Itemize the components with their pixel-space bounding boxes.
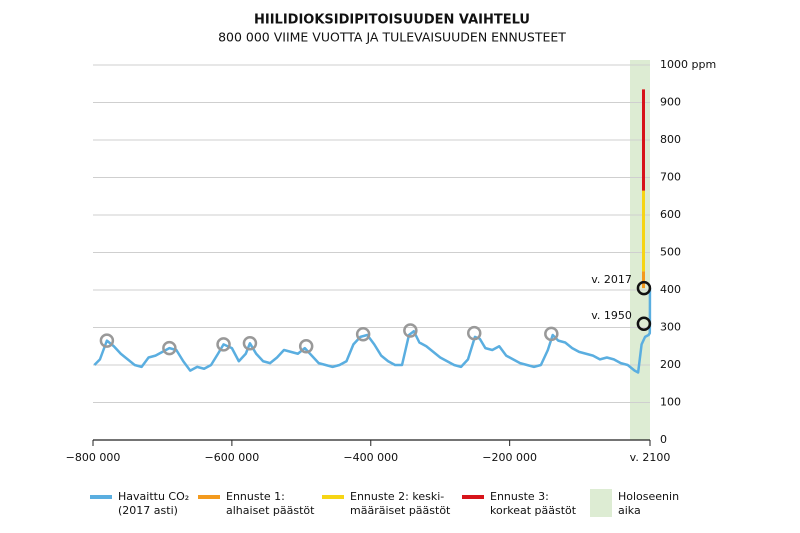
highlight-circle (99, 333, 115, 348)
highlight-circle (216, 337, 231, 352)
highlight-circle (403, 323, 418, 338)
highlight-circle (466, 325, 482, 341)
chart-subtitle: 800 000 VIIME VUOTTA JA TULEVAISUUDEN EN… (218, 30, 566, 45)
legend-label: Havaittu CO₂ (118, 490, 189, 503)
legend-label: alhaiset päästöt (226, 504, 315, 517)
x-tick-label: −200 000 (482, 451, 537, 464)
legend-label: Ennuste 1: (226, 490, 285, 503)
annotation-label: v. 2017 (591, 273, 632, 286)
annotation-label: v. 1950 (591, 309, 632, 322)
y-tick-label: 800 (660, 133, 681, 146)
y-tick-label: 700 (660, 171, 681, 184)
legend-label: aika (618, 504, 641, 517)
y-tick-label: 300 (660, 321, 681, 334)
highlight-circle (355, 327, 371, 342)
legend-label: Holoseenin (618, 490, 679, 503)
legend-swatch (90, 495, 112, 499)
highlight-circle (162, 340, 177, 356)
y-tick-label: 500 (660, 246, 681, 259)
highlight-circle (544, 326, 559, 342)
y-tick-label: 400 (660, 283, 681, 296)
y-tick-label: 200 (660, 358, 681, 371)
annotation-circle (636, 316, 652, 331)
y-tick-label: 600 (660, 208, 681, 221)
legend-label: Ennuste 3: (490, 490, 549, 503)
forecast-bar (642, 271, 645, 289)
x-tick-label: −600 000 (205, 451, 260, 464)
highlight-circle (242, 336, 258, 351)
legend-swatch (590, 489, 612, 517)
x-tick-label: v. 2100 (630, 451, 671, 464)
y-tick-label: 900 (660, 96, 681, 109)
x-tick-label: −400 000 (343, 451, 398, 464)
legend-label: määräiset päästöt (350, 504, 451, 517)
annotation-circle (636, 280, 652, 296)
y-tick-label: 0 (660, 433, 667, 446)
forecast-bar (642, 89, 645, 191)
forecast-bar (642, 190, 645, 272)
legend-swatch (322, 495, 344, 499)
chart-title: HIILIDIOKSIDIPITOISUUDEN VAIHTELU (254, 13, 530, 28)
holocene-band (630, 60, 650, 440)
legend-swatch (462, 495, 484, 499)
legend-swatch (198, 495, 220, 499)
highlight-circle (298, 339, 314, 354)
y-tick-label: 1000 ppm (660, 58, 716, 71)
y-tick-label: 100 (660, 396, 681, 409)
legend-label: korkeat päästöt (490, 504, 577, 517)
x-tick-label: −800 000 (66, 451, 121, 464)
legend-label: Ennuste 2: keski- (350, 490, 444, 503)
legend-label: (2017 asti) (118, 504, 178, 517)
co2-line (93, 288, 652, 374)
